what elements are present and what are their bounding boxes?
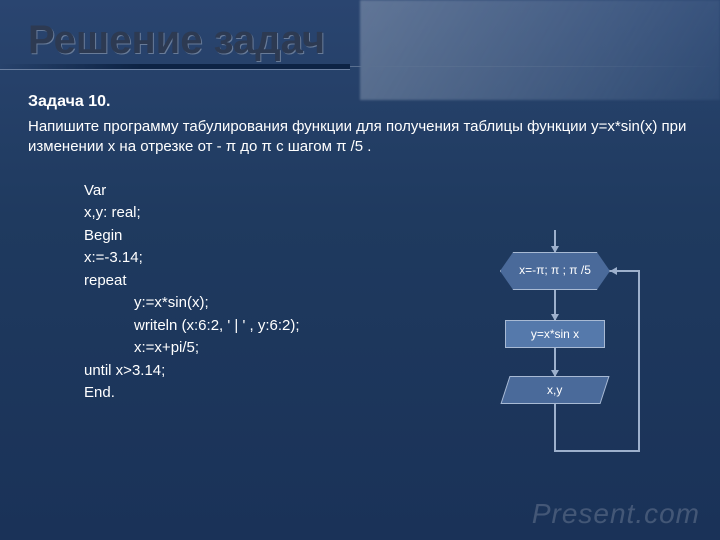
- process-node: y=x*sin x: [505, 320, 605, 348]
- page-title: Решение задач: [28, 18, 720, 63]
- header: Решение задач: [0, 0, 720, 63]
- title-tail-line: [350, 66, 720, 67]
- arrow-left-icon: [610, 267, 617, 275]
- output-node: x,y: [500, 376, 609, 404]
- flow-line: [554, 404, 556, 450]
- flow-line: [554, 450, 640, 452]
- output-node-label: x,y: [547, 383, 562, 397]
- arrow-down-icon: [551, 246, 559, 253]
- loop-header-node: x=-π; π ; π /5: [500, 252, 610, 290]
- flowchart: x=-π; π ; π /5 y=x*sin x x,y: [440, 230, 670, 500]
- watermark: Present.com: [532, 498, 700, 530]
- task-prompt: Напишите программу табулирования функции…: [28, 117, 688, 158]
- title-underline: [0, 64, 350, 70]
- flow-line: [638, 270, 640, 452]
